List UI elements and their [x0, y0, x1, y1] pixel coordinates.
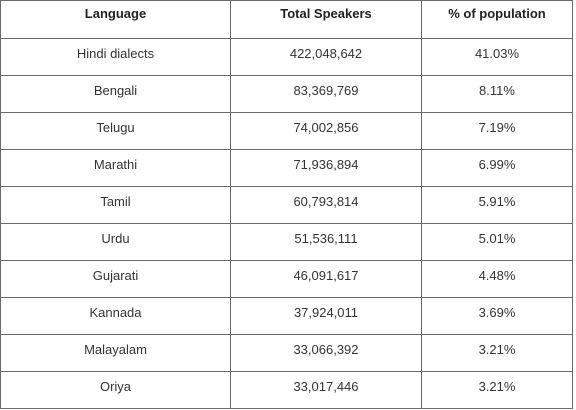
table-row: Telugu 74,002,856 7.19%	[0, 112, 573, 150]
table-cell: 33,017,446	[230, 371, 422, 409]
header-cell: Language	[0, 0, 231, 39]
table-row: Malayalam 33,066,392 3.21%	[0, 334, 573, 372]
table-cell: Kannada	[0, 297, 231, 335]
header-cell: Total Speakers	[230, 0, 422, 39]
table-cell: 41.03%	[421, 38, 573, 76]
table-cell: 8.11%	[421, 75, 573, 113]
table-cell: 3.69%	[421, 297, 573, 335]
table-cell: Tamil	[0, 186, 231, 224]
table-cell: 5.01%	[421, 223, 573, 261]
table-row: Urdu 51,536,111 5.01%	[0, 223, 573, 261]
table-cell: Hindi dialects	[0, 38, 231, 76]
table-cell: 6.99%	[421, 149, 573, 187]
table-cell: 71,936,894	[230, 149, 422, 187]
header-row: Language Total Speakers% of population	[0, 0, 573, 39]
table-header: Language Total Speakers% of population	[0, 0, 573, 39]
table-cell: Gujarati	[0, 260, 231, 298]
table-row: Tamil 60,793,814 5.91%	[0, 186, 573, 224]
table-cell: 4.48%	[421, 260, 573, 298]
table-row: Gujarati 46,091,617 4.48%	[0, 260, 573, 298]
table-row: Oriya 33,017,446 3.21%	[0, 371, 573, 409]
header-cell: % of population	[421, 0, 573, 39]
table-body: Hindi dialects 422,048,642 41.03% Bengali 83…	[0, 38, 573, 409]
table-cell: 74,002,856	[230, 112, 422, 150]
table-cell: Bengali	[0, 75, 231, 113]
table-cell: 33,066,392	[230, 334, 422, 372]
table-cell: Telugu	[0, 112, 231, 150]
table-cell: Oriya	[0, 371, 231, 409]
table-cell: Malayalam	[0, 334, 231, 372]
table-cell: 83,369,769	[230, 75, 422, 113]
table-cell: 60,793,814	[230, 186, 422, 224]
table-row: Kannada 37,924,011 3.69%	[0, 297, 573, 335]
table-row: Hindi dialects 422,048,642 41.03%	[0, 38, 573, 76]
table-cell: 5.91%	[421, 186, 573, 224]
table-cell: Marathi	[0, 149, 231, 187]
table-row: Marathi 71,936,894 6.99%	[0, 149, 573, 187]
table-cell: 3.21%	[421, 371, 573, 409]
table-cell: 37,924,011	[230, 297, 422, 335]
table-cell: Urdu	[0, 223, 231, 261]
table-cell: 51,536,111	[230, 223, 422, 261]
table-cell: 7.19%	[421, 112, 573, 150]
table-cell: 422,048,642	[230, 38, 422, 76]
table-cell: 46,091,617	[230, 260, 422, 298]
table-row: Bengali 83,369,769 8.11%	[0, 75, 573, 113]
table-cell: 3.21%	[421, 334, 573, 372]
